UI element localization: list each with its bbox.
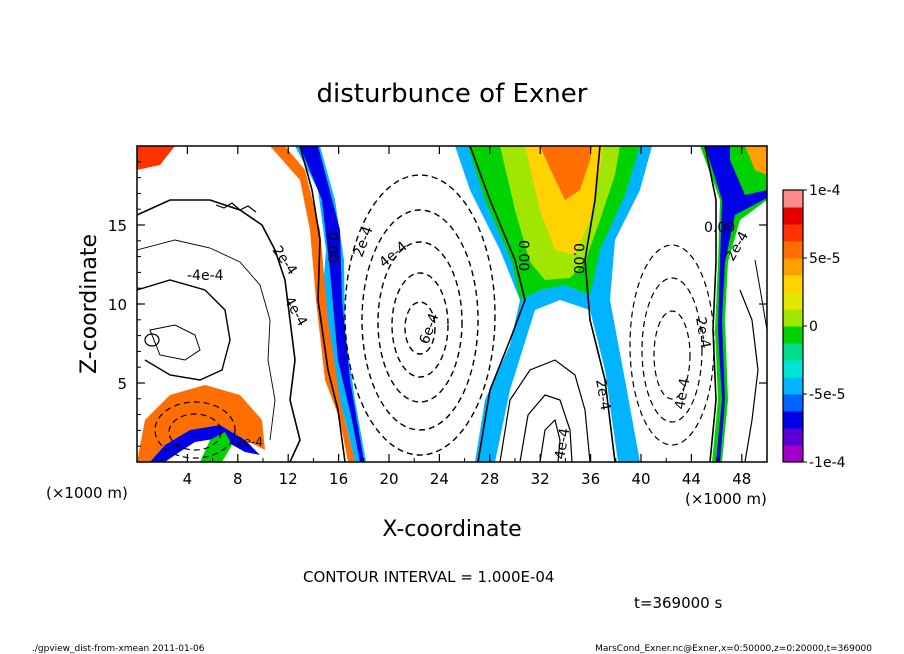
contour-label: 2e-4 <box>236 435 263 449</box>
colorbar-swatch <box>783 190 803 208</box>
colorbar-swatch <box>783 275 803 293</box>
colorbar-swatch <box>783 428 803 446</box>
x-tick-label: 20 <box>379 470 398 488</box>
contour-lines <box>137 146 767 462</box>
colorbar-tick-label: 1e-4 <box>809 183 841 199</box>
contour-label: 0.00 <box>704 220 735 236</box>
contour-label: 0.00 <box>324 232 340 263</box>
colorbar-tick-label: 5e-5 <box>809 251 840 267</box>
colorbar-swatch <box>783 343 803 361</box>
colorbar-swatch <box>783 258 803 276</box>
x-tick-label: 8 <box>233 470 243 488</box>
contour-interval-note: CONTOUR INTERVAL = 1.000E-04 <box>303 568 554 586</box>
x-tick-label: 32 <box>531 470 550 488</box>
colorbar-swatch <box>783 241 803 259</box>
y-axis-label: Z-coordinate <box>77 234 102 374</box>
colorbar-swatch <box>783 292 803 310</box>
contour-label: -4e-4 <box>187 268 224 284</box>
x-axis: 4 8 12 16 20 24 28 32 36 40 44 48 <box>161 146 751 488</box>
colorbar: 1e-4 5e-5 0 -5e-5 -1e-4 <box>782 183 846 471</box>
x-tick-label: 44 <box>682 470 701 488</box>
colorbar-swatch <box>783 207 803 225</box>
plot-area: -4e-4 2e-4 4e-4 0.00 2e-4 4e-4 6e-4 0.00… <box>136 145 768 463</box>
contour-label: 2e-4 <box>592 378 613 412</box>
footer-left: ./gpview_dist-from-xmean 2011-01-06 <box>32 644 205 654</box>
colorbar-swatch <box>783 224 803 242</box>
colorbar-tick-label: 0 <box>809 319 818 335</box>
colorbar-swatch <box>783 377 803 395</box>
x-axis-label: X-coordinate <box>382 517 521 542</box>
x-tick-label: 36 <box>581 470 600 488</box>
x-unit-left: (×1000 m) <box>46 484 128 502</box>
time-label: t=369000 s <box>634 594 722 612</box>
x-tick-label: 4 <box>183 470 193 488</box>
x-tick-label: 16 <box>329 470 348 488</box>
x-tick-label: 28 <box>480 470 499 488</box>
x-unit-right: (×1000 m) <box>685 490 767 508</box>
y-tick-label: 10 <box>108 296 127 314</box>
x-tick-label: 48 <box>732 470 751 488</box>
footer-right: MarsCond_Exner.nc@Exner,x=0:50000,z=0:20… <box>595 644 872 654</box>
x-tick-label: 12 <box>279 470 298 488</box>
contour-label: 0.00 <box>570 243 586 274</box>
colorbar-swatch <box>783 394 803 412</box>
colorbar-swatch <box>783 445 803 463</box>
y-tick-label: 5 <box>117 375 127 393</box>
x-tick-label: 40 <box>631 470 650 488</box>
x-tick-label: 24 <box>430 470 449 488</box>
colorbar-swatch <box>783 360 803 378</box>
contour-label: 0.00 <box>515 240 531 271</box>
contour-label: 4e-4 <box>552 427 573 461</box>
colorbar-swatch <box>783 326 803 344</box>
y-tick-label: 15 <box>108 217 127 235</box>
colorbar-swatch <box>783 309 803 327</box>
colorbar-swatch <box>783 411 803 429</box>
colorbar-tick-label: -1e-4 <box>809 455 846 471</box>
colorbar-tick-label: -5e-5 <box>809 387 846 403</box>
chart-title: disturbunce of Exner <box>317 79 588 109</box>
contour-label: 4e-4 <box>672 377 693 411</box>
shaded-field <box>137 146 767 462</box>
contour-label: 2e-4 <box>692 316 713 350</box>
y-axis: 5 10 15 <box>108 161 767 447</box>
